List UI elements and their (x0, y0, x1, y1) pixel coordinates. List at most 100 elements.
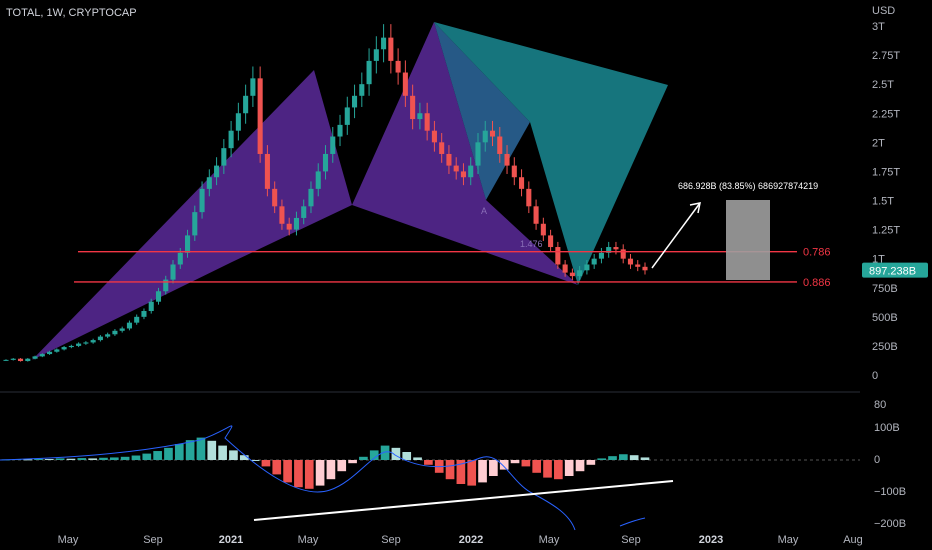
time-tick-label: 2021 (219, 534, 243, 546)
price-tick-label: 2.25T (872, 108, 900, 120)
macd-bar (467, 460, 477, 486)
macd-bar (554, 460, 563, 480)
macd-bar (294, 460, 303, 488)
macd-tick-label: −200B (874, 518, 906, 530)
candle-body (228, 130, 234, 149)
candle-body (497, 136, 503, 154)
time-axis: May Sep 2021 May Sep 2022 May Sep 2023 May Aug (58, 534, 863, 546)
candle-body (76, 343, 82, 346)
candle-body (359, 84, 365, 96)
candle-body (163, 279, 169, 292)
price-tick-label: 1.5T (872, 196, 894, 208)
macd-bar (55, 458, 65, 460)
time-tick-label: 2022 (459, 534, 483, 546)
macd-bar (109, 457, 119, 460)
candle-body (424, 113, 430, 131)
price-tick-label: 0 (872, 370, 878, 382)
candle-body (504, 153, 510, 166)
price-tick-label: 1.25T (872, 225, 900, 237)
candle-body (453, 165, 459, 172)
candle-body (598, 252, 604, 259)
macd-bar (597, 458, 607, 460)
candle-body (279, 206, 285, 224)
candle-body (431, 130, 437, 143)
fib-level-label: 0.786 (803, 247, 831, 259)
macd-bar (99, 457, 108, 460)
current-price-label: 897.238B (869, 266, 916, 278)
macd-bar (543, 460, 552, 478)
macd-bar (304, 460, 314, 489)
candle-body (410, 95, 416, 120)
candle-body (606, 247, 612, 253)
candle-body (577, 270, 583, 277)
annotations: 686.928B (83.85%) 686927874219 A 1.476 (481, 181, 818, 280)
macd-bar (174, 444, 184, 460)
candle-body (235, 113, 241, 131)
macd-bar (640, 457, 650, 460)
candle-body (170, 264, 176, 280)
macd-bar (77, 458, 87, 460)
candle-body (83, 342, 89, 344)
arrow-head (689, 202, 701, 214)
macd-tick-label: −100B (874, 486, 906, 498)
candle-body (148, 301, 154, 312)
candle-body (475, 142, 481, 166)
time-tick-label: Aug (843, 534, 863, 546)
projection-box (726, 200, 770, 280)
candle-body (569, 272, 575, 277)
projection-note: 686.928B (83.85%) 686927874219 (678, 181, 818, 191)
candle-body (301, 206, 307, 218)
macd-bar (564, 460, 574, 476)
macd-bar (619, 454, 628, 460)
candle-body (126, 322, 132, 329)
macd-bar (34, 458, 43, 460)
time-tick-label: May (539, 534, 560, 546)
candle-body (330, 136, 336, 154)
candle-body (257, 78, 263, 154)
price-tick-label: 500B (872, 312, 898, 324)
candle-body (112, 330, 118, 335)
candle-body (184, 235, 191, 253)
candle-body (97, 336, 103, 341)
candle-body (562, 264, 568, 273)
candle-body (446, 153, 452, 166)
candle-body (627, 258, 634, 265)
macd-pane (0, 425, 860, 531)
candle-body (47, 351, 53, 355)
candle-body (315, 171, 321, 189)
macd-bar (521, 460, 531, 467)
candle-body (526, 188, 532, 207)
candle-body (105, 334, 111, 337)
pattern-label: 1.476 (520, 239, 543, 249)
macd-bar (196, 437, 206, 460)
macd-signal-line (0, 425, 646, 531)
macd-bar (337, 460, 347, 472)
candle-body (511, 165, 517, 178)
macd-bar (489, 460, 498, 476)
macd-bar (218, 445, 227, 460)
currency-label: USD (872, 5, 895, 17)
price-tick-label: 3T (872, 21, 885, 33)
candle-body (155, 291, 162, 302)
candle-body (250, 78, 256, 96)
macd-tick-label: 80 (874, 399, 886, 411)
price-tick-label: 2.75T (872, 50, 900, 62)
macd-bar (164, 447, 173, 460)
candle-body (352, 95, 358, 108)
candle-body (540, 223, 546, 236)
macd-bar (283, 460, 292, 483)
macd-bar (207, 440, 217, 460)
candle-body (90, 340, 96, 343)
macd-bar (608, 456, 617, 460)
candle-body (308, 188, 314, 207)
time-tick-label: Sep (381, 534, 401, 546)
price-tick-label: 2T (872, 137, 885, 149)
candle-body (489, 130, 496, 137)
candle-body (39, 354, 45, 357)
candle-body (366, 60, 372, 85)
macd-bar (326, 460, 336, 480)
macd-bar (359, 456, 368, 460)
pattern-triangle (32, 70, 352, 360)
macd-bar (380, 445, 390, 460)
